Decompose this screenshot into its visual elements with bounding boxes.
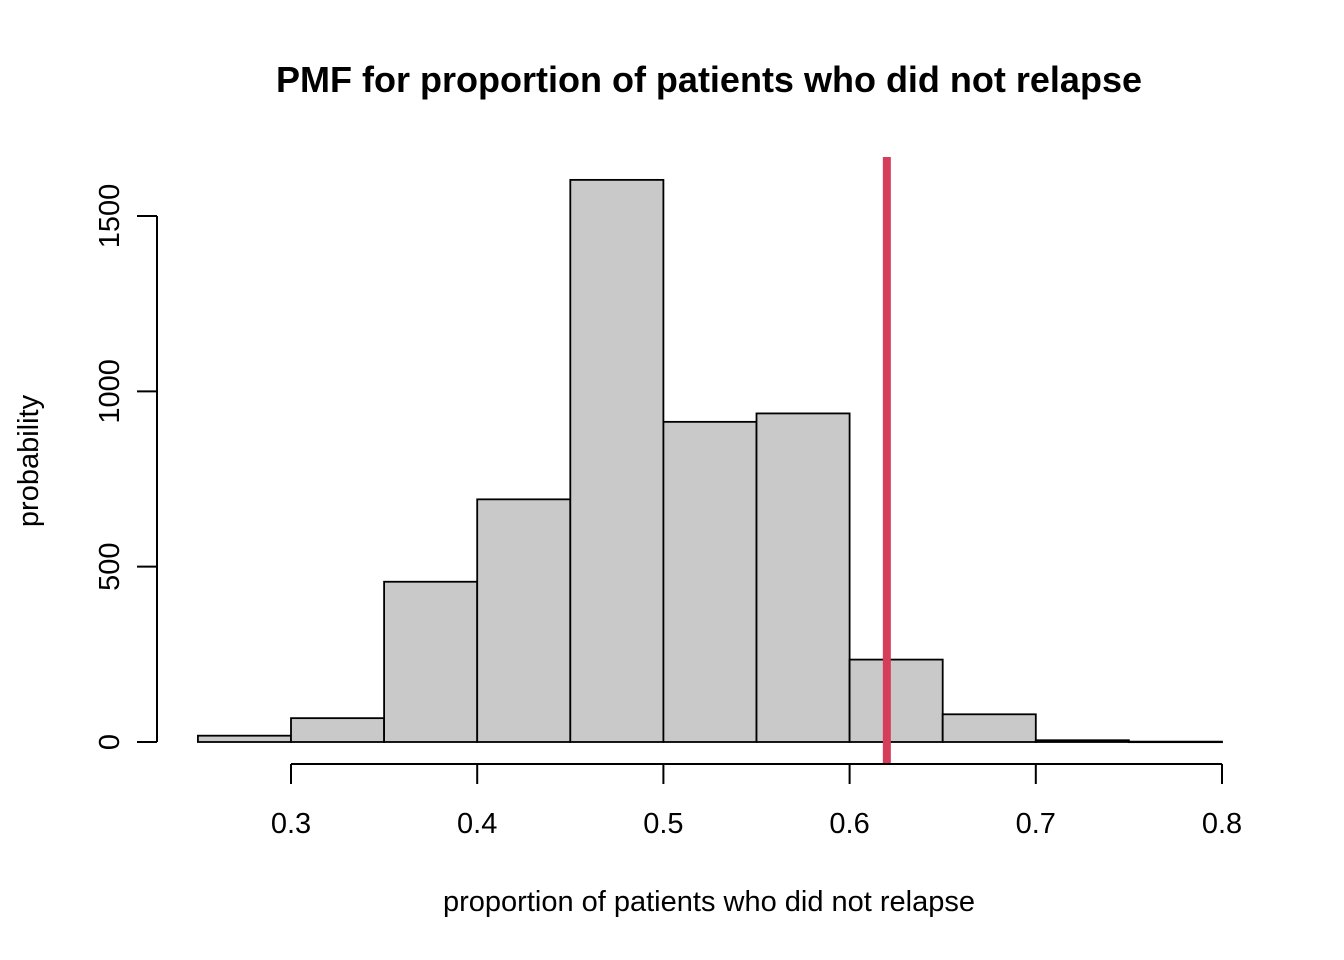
histogram-bar-4 (476, 498, 572, 743)
histogram-bar-9 (941, 713, 1037, 743)
y-axis: 0 500 1000 1500 (94, 184, 158, 750)
histogram-bar-3 (383, 580, 479, 743)
histogram-bar-10 (1034, 739, 1130, 743)
y-tick-label: 1500 (94, 184, 126, 249)
x-tick-label: 0.5 (643, 808, 683, 840)
x-tick-label: 0.7 (1016, 808, 1056, 840)
histogram-bar-2 (290, 717, 385, 743)
histogram-bar-6 (662, 420, 758, 743)
bars-layer (196, 178, 1223, 744)
x-axis-label: proportion of patients who did not relap… (443, 886, 975, 918)
y-axis-label: probability (13, 394, 45, 527)
histogram-bar-8 (848, 658, 944, 743)
x-tick-label: 0.8 (1202, 808, 1242, 840)
histogram-bar-7 (755, 412, 851, 743)
x-tick-label: 0.6 (829, 808, 869, 840)
y-tick-label: 1000 (94, 359, 126, 424)
y-tick-label: 500 (94, 542, 126, 590)
x-tick-label: 0.3 (271, 808, 311, 840)
histogram-bar-1 (196, 734, 292, 743)
x-axis: 0.3 0.4 0.5 0.6 0.7 0.8 (271, 763, 1242, 840)
histogram-bar-11 (1128, 740, 1223, 744)
chart-title: PMF for proportion of patients who did n… (276, 59, 1142, 100)
histogram-bar-5 (569, 178, 665, 743)
y-tick-label: 0 (94, 734, 126, 750)
x-tick-label: 0.4 (457, 808, 497, 840)
